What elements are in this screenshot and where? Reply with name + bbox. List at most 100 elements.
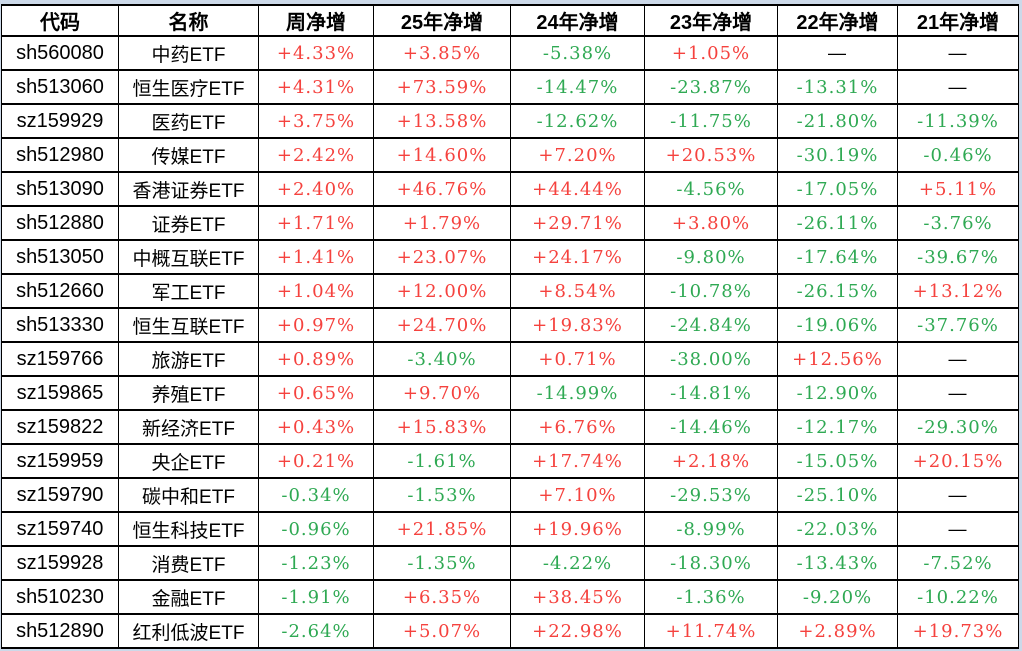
etf-code-cell: sh512880 bbox=[1, 205, 119, 241]
table-row: sh513060 恒生医疗ETF +4.31% +73.59% -14.47% -23.8… bbox=[1, 69, 1019, 105]
etf-value-cell: -25.10% bbox=[777, 477, 898, 513]
etf-value-cell: +20.15% bbox=[897, 443, 1019, 479]
spreadsheet-area: 代码 名称 周净增 25年净增 24年净增 23年净增 22年净增 21年净增 … bbox=[1, 4, 1019, 649]
etf-code-cell: sh560080 bbox=[1, 35, 119, 71]
column-header-code: 代码 bbox=[1, 4, 119, 37]
etf-value-cell: +21.85% bbox=[373, 511, 511, 547]
etf-value-cell: +5.11% bbox=[897, 171, 1019, 207]
etf-value-cell: +12.56% bbox=[777, 341, 898, 377]
etf-value-cell: +6.35% bbox=[373, 579, 511, 615]
etf-name-cell: 碳中和ETF bbox=[118, 477, 259, 513]
table-row: sz159928 消费ETF -1.23% -1.35% -4.22% -18.30% -1… bbox=[1, 545, 1019, 581]
etf-value-cell: +19.83% bbox=[510, 307, 645, 343]
etf-value-cell: +13.58% bbox=[373, 103, 511, 139]
column-header-2022-net: 22年净增 bbox=[777, 4, 898, 37]
etf-name-cell: 红利低波ETF bbox=[118, 613, 259, 649]
etf-value-cell: +3.85% bbox=[373, 35, 511, 71]
etf-code-cell: sh513060 bbox=[1, 69, 119, 105]
table-row: sz159929 医药ETF +3.75% +13.58% -12.62% -11.75%… bbox=[1, 103, 1019, 139]
etf-code-cell: sz159865 bbox=[1, 375, 119, 411]
etf-value-cell: -14.47% bbox=[510, 69, 645, 105]
etf-value-cell: -15.05% bbox=[777, 443, 898, 479]
etf-name-cell: 医药ETF bbox=[118, 103, 259, 139]
etf-code-cell: sz159740 bbox=[1, 511, 119, 547]
etf-value-cell: -1.36% bbox=[644, 579, 778, 615]
etf-name-cell: 证券ETF bbox=[118, 205, 259, 241]
etf-value-cell: -8.99% bbox=[644, 511, 778, 547]
table-row: sh560080 中药ETF +4.33% +3.85% -5.38% +1.05% — — bbox=[1, 35, 1019, 71]
etf-value-cell: -4.22% bbox=[510, 545, 645, 581]
etf-value-cell: -9.20% bbox=[777, 579, 898, 615]
etf-value-cell: +1.41% bbox=[258, 239, 374, 275]
etf-value-cell: — bbox=[897, 35, 1019, 71]
etf-code-cell: sh513050 bbox=[1, 239, 119, 275]
etf-value-cell: -13.31% bbox=[777, 69, 898, 105]
etf-value-cell: +23.07% bbox=[373, 239, 511, 275]
table-row: sh510230 金融ETF -1.91% +6.35% +38.45% -1.36% -9… bbox=[1, 579, 1019, 615]
column-header-2021-net: 21年净增 bbox=[897, 4, 1019, 37]
etf-value-cell: +0.65% bbox=[258, 375, 374, 411]
etf-value-cell: +1.79% bbox=[373, 205, 511, 241]
etf-name-cell: 养殖ETF bbox=[118, 375, 259, 411]
etf-value-cell: +44.44% bbox=[510, 171, 645, 207]
etf-value-cell: — bbox=[897, 375, 1019, 411]
table-row: sz159790 碳中和ETF -0.34% -1.53% +7.10% -29.53% -… bbox=[1, 477, 1019, 513]
etf-value-cell: -12.90% bbox=[777, 375, 898, 411]
etf-value-cell: +3.80% bbox=[644, 205, 778, 241]
etf-value-cell: +19.73% bbox=[897, 613, 1019, 649]
etf-value-cell: -4.56% bbox=[644, 171, 778, 207]
etf-value-cell: -30.19% bbox=[777, 137, 898, 173]
etf-name-cell: 金融ETF bbox=[118, 579, 259, 615]
etf-value-cell: +73.59% bbox=[373, 69, 511, 105]
etf-value-cell: -3.40% bbox=[373, 341, 511, 377]
table-row: sz159865 养殖ETF +0.65% +9.70% -14.99% -14.81% -… bbox=[1, 375, 1019, 411]
etf-value-cell: +12.00% bbox=[373, 273, 511, 309]
etf-value-cell: -38.00% bbox=[644, 341, 778, 377]
table-row: sh513090 香港证券ETF +2.40% +46.76% +44.44% -4.56… bbox=[1, 171, 1019, 207]
etf-value-cell: — bbox=[897, 477, 1019, 513]
etf-value-cell: +0.71% bbox=[510, 341, 645, 377]
etf-code-cell: sh512980 bbox=[1, 137, 119, 173]
etf-value-cell: -0.46% bbox=[897, 137, 1019, 173]
etf-value-cell: -10.22% bbox=[897, 579, 1019, 615]
etf-name-cell: 旅游ETF bbox=[118, 341, 259, 377]
etf-value-cell: -1.23% bbox=[258, 545, 374, 581]
etf-value-cell: -39.67% bbox=[897, 239, 1019, 275]
etf-value-cell: — bbox=[897, 511, 1019, 547]
etf-value-cell: -1.35% bbox=[373, 545, 511, 581]
etf-code-cell: sh510230 bbox=[1, 579, 119, 615]
etf-value-cell: -11.75% bbox=[644, 103, 778, 139]
etf-value-cell: -1.53% bbox=[373, 477, 511, 513]
etf-value-cell: +2.89% bbox=[777, 613, 898, 649]
etf-name-cell: 恒生互联ETF bbox=[118, 307, 259, 343]
etf-value-cell: +0.89% bbox=[258, 341, 374, 377]
table-row: sh512660 军工ETF +1.04% +12.00% +8.54% -10.78% -… bbox=[1, 273, 1019, 309]
etf-value-cell: +1.71% bbox=[258, 205, 374, 241]
table-row: sh512980 传媒ETF +2.42% +14.60% +7.20% +20.53% -… bbox=[1, 137, 1019, 173]
table-body: sh560080 中药ETF +4.33% +3.85% -5.38% +1.05% — — s… bbox=[1, 35, 1019, 649]
etf-name-cell: 央企ETF bbox=[118, 443, 259, 479]
etf-value-cell: +24.70% bbox=[373, 307, 511, 343]
etf-value-cell: -14.81% bbox=[644, 375, 778, 411]
etf-value-cell: -12.62% bbox=[510, 103, 645, 139]
etf-value-cell: -0.34% bbox=[258, 477, 374, 513]
etf-name-cell: 香港证券ETF bbox=[118, 171, 259, 207]
etf-name-cell: 中概互联ETF bbox=[118, 239, 259, 275]
etf-value-cell: +3.75% bbox=[258, 103, 374, 139]
etf-value-cell: +8.54% bbox=[510, 273, 645, 309]
etf-value-cell: -0.96% bbox=[258, 511, 374, 547]
etf-value-cell: +7.10% bbox=[510, 477, 645, 513]
etf-value-cell: +2.42% bbox=[258, 137, 374, 173]
table-row: sh513050 中概互联ETF +1.41% +23.07% +24.17% -9.80… bbox=[1, 239, 1019, 275]
etf-value-cell: -3.76% bbox=[897, 205, 1019, 241]
table-row: sz159740 恒生科技ETF -0.96% +21.85% +19.96% -8.99… bbox=[1, 511, 1019, 547]
etf-code-cell: sz159929 bbox=[1, 103, 119, 139]
column-header-2023-net: 23年净增 bbox=[644, 4, 778, 37]
etf-performance-table: 代码 名称 周净增 25年净增 24年净增 23年净增 22年净增 21年净增 … bbox=[1, 4, 1019, 649]
etf-name-cell: 消费ETF bbox=[118, 545, 259, 581]
etf-value-cell: +29.71% bbox=[510, 205, 645, 241]
table-row: sz159766 旅游ETF +0.89% -3.40% +0.71% -38.00% +1… bbox=[1, 341, 1019, 377]
etf-value-cell: -26.15% bbox=[777, 273, 898, 309]
table-row: sz159822 新经济ETF +0.43% +15.83% +6.76% -14.46%… bbox=[1, 409, 1019, 445]
etf-value-cell: +38.45% bbox=[510, 579, 645, 615]
